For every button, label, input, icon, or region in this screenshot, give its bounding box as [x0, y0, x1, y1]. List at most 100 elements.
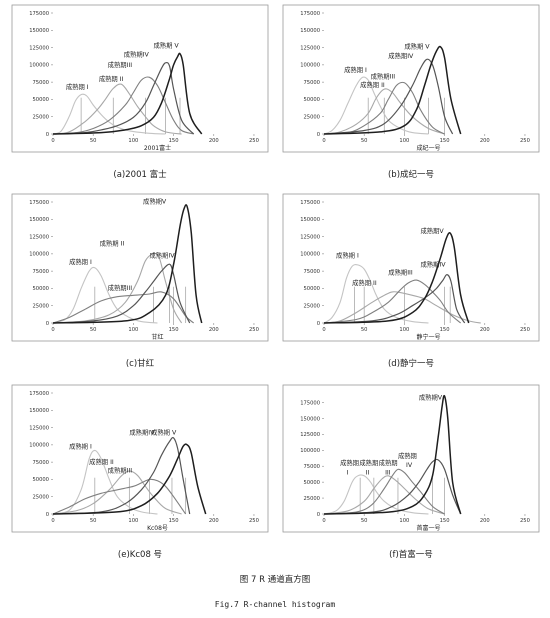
y-tick-label: 175000	[300, 200, 320, 206]
x-tick-label: 100	[399, 327, 409, 333]
x-tick-label: 100	[128, 327, 138, 333]
x-tick-label: 250	[520, 327, 530, 333]
series-line-stage-4	[323, 458, 462, 515]
y-tick-label: 175000	[29, 11, 49, 17]
stage-annotation: 成熟期V	[143, 196, 167, 205]
series-line-stage-3	[52, 291, 195, 324]
panel-frame	[282, 193, 540, 342]
y-tick-label: 75000	[32, 269, 49, 275]
y-tick-label: 100000	[29, 443, 49, 449]
series-line-stage-1	[52, 266, 158, 324]
series-line-stage-2	[52, 83, 182, 135]
x-axis-label: 静宁一号	[416, 333, 440, 341]
stage-annotation: 成熟期III	[371, 72, 396, 81]
y-tick-label: 75000	[32, 460, 49, 466]
x-tick-label: 100	[399, 138, 409, 144]
x-tick-label: 100	[128, 138, 138, 144]
series-line-stage-5	[52, 443, 207, 515]
x-tick-label: 100	[128, 518, 138, 524]
stage-annotation: 成熟期IV	[420, 259, 446, 268]
series-line-stage-3	[52, 76, 194, 135]
y-tick-label: 100000	[300, 63, 320, 69]
y-tick-label: 75000	[303, 269, 320, 275]
panel-frame	[11, 193, 269, 342]
y-tick-label: 150000	[300, 217, 320, 223]
stage-annotation: 成熟期 I	[69, 257, 92, 266]
y-tick-label: 150000	[29, 28, 49, 34]
chart-panel-f: 0 25000 50000 75000 100000 125000 150000 175000…	[282, 384, 540, 560]
panel-frame	[11, 384, 269, 533]
stage-annotation: 成熟期 II	[89, 457, 114, 466]
x-tick-label: 0	[51, 518, 54, 524]
y-tick-label: 25000	[303, 496, 320, 502]
x-tick-label: 50	[90, 327, 97, 333]
stage-annotation: 成熟期 II	[99, 74, 124, 83]
y-tick-label: 0	[317, 512, 320, 518]
stage-annotation: 成熟期 II	[100, 239, 125, 248]
panel-frame	[282, 4, 540, 153]
series-line-stage-3	[52, 478, 187, 515]
x-tick-label: 200	[209, 327, 219, 333]
y-tick-label: 100000	[300, 448, 320, 454]
x-axis-label: 甘红	[151, 333, 163, 341]
x-tick-label: 50	[90, 138, 97, 144]
y-tick-label: 150000	[29, 408, 49, 414]
stage-annotation: 成熟期IV	[149, 250, 175, 259]
series-line-stage-2	[323, 475, 445, 515]
figure-caption-en: Fig.7 R-channel histogram	[215, 600, 336, 609]
x-tick-label: 0	[322, 327, 325, 333]
y-tick-label: 50000	[32, 286, 49, 292]
y-tick-label: 125000	[300, 234, 320, 240]
y-tick-label: 175000	[300, 11, 320, 17]
y-tick-label: 50000	[32, 97, 49, 103]
series-line-stage-2	[52, 470, 182, 515]
y-tick-label: 100000	[29, 252, 49, 258]
series-line-stage-5	[323, 394, 462, 515]
panel-caption: (a)2001 富士	[113, 169, 167, 180]
panel-caption: (f)首富一号	[389, 549, 433, 560]
x-tick-label: 0	[51, 138, 54, 144]
series-line-stage-2	[323, 88, 445, 135]
stage-annotation: 成熟期III	[108, 283, 133, 292]
stage-annotation: 成熟期V	[419, 392, 443, 401]
stage-annotation: 成熟期	[359, 458, 378, 467]
series-line-stage-5	[52, 204, 203, 324]
stage-annotation: 成熟期 V	[404, 41, 430, 50]
x-tick-label: 250	[520, 518, 530, 524]
stage-annotation: III	[385, 470, 391, 477]
panel-caption: (b)成纪一号	[388, 169, 434, 180]
y-tick-label: 25000	[303, 304, 320, 310]
stage-annotation: 成熟期 I	[336, 250, 359, 259]
y-tick-label: 75000	[303, 80, 320, 86]
series-line-stage-2	[323, 291, 481, 324]
x-axis-label: 首富一号	[416, 524, 440, 532]
chart-panel-b: 0 25000 50000 75000 100000 125000 150000 175000…	[282, 4, 540, 180]
y-tick-label: 125000	[300, 45, 320, 51]
y-tick-label: 0	[317, 321, 320, 327]
stage-annotation: 成熟期 V	[153, 41, 179, 50]
y-tick-label: 25000	[32, 115, 49, 121]
chart-panel-c: 0 25000 50000 75000 100000 125000 150000 175000…	[11, 193, 269, 369]
y-tick-label: 75000	[32, 80, 49, 86]
stage-annotation: IV	[406, 462, 413, 469]
y-tick-label: 25000	[32, 304, 49, 310]
y-tick-label: 175000	[29, 200, 49, 206]
chart-panel-e: 0 25000 50000 75000 100000 125000 150000 175000…	[11, 384, 269, 560]
y-tick-label: 175000	[29, 391, 49, 397]
y-tick-label: 125000	[29, 45, 49, 51]
y-tick-label: 25000	[303, 115, 320, 121]
stage-annotation: 成熟期	[379, 458, 398, 467]
stage-annotation: 成熟期 V	[151, 427, 177, 436]
series-line-stage-5	[52, 52, 203, 135]
series-line-stage-3	[323, 81, 445, 135]
stage-annotation: 成熟期	[340, 458, 359, 467]
panel-caption: (c)甘红	[126, 358, 155, 369]
y-tick-label: 0	[46, 132, 49, 138]
stage-annotation: 成熟期 II	[352, 278, 377, 287]
x-tick-label: 150	[169, 518, 179, 524]
x-tick-label: 250	[249, 327, 259, 333]
y-tick-label: 50000	[303, 286, 320, 292]
x-tick-label: 250	[249, 518, 259, 524]
y-tick-label: 0	[317, 132, 320, 138]
